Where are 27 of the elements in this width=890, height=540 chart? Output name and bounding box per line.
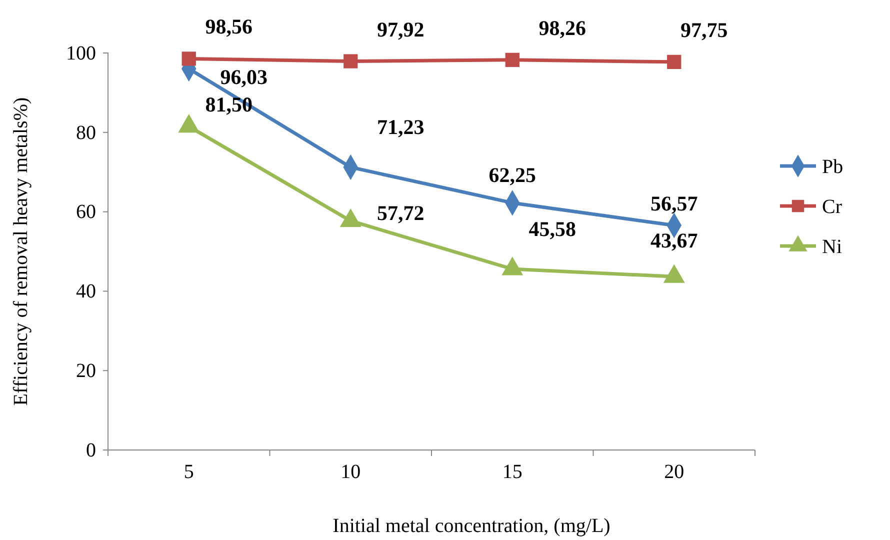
- data-label: 98,56: [205, 14, 252, 39]
- y-tick-label: 80: [76, 122, 96, 144]
- data-label: 81,50: [205, 92, 252, 116]
- x-tick-label: 20: [664, 461, 684, 484]
- data-label: 71,23: [377, 115, 424, 140]
- data-label: 97,75: [680, 18, 728, 42]
- data-label: 57,72: [377, 200, 424, 225]
- y-tick-label: 60: [76, 201, 96, 224]
- x-tick-label: 15: [502, 461, 522, 484]
- data-label: 62,25: [488, 162, 536, 187]
- legend-label: Ni: [822, 236, 842, 258]
- y-tick-label: 20: [76, 360, 96, 382]
- data-label: 43,67: [650, 228, 698, 253]
- x-axis-title: Initial metal concentration, (mg/L): [332, 515, 610, 537]
- data-label: 45,58: [528, 217, 576, 242]
- x-tick-label: 5: [184, 461, 194, 484]
- data-label: 98,26: [538, 16, 586, 40]
- legend-label: Pb: [822, 156, 844, 178]
- y-tick-label: 0: [86, 439, 96, 462]
- legend-label: Cr: [822, 196, 842, 218]
- y-tick-label: 100: [66, 42, 96, 64]
- y-tick-label: 40: [76, 280, 96, 303]
- y-axis-title: Efficiency of removal heavy metals%): [10, 97, 32, 406]
- data-label: 56,57: [650, 191, 698, 216]
- data-label: 96,03: [220, 64, 268, 89]
- data-label: 97,92: [377, 17, 424, 42]
- x-tick-label: 10: [340, 461, 361, 484]
